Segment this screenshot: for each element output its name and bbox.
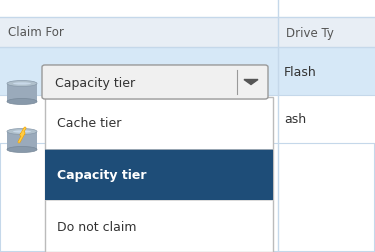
Text: Claim For: Claim For	[8, 26, 64, 39]
Text: Cache tier: Cache tier	[57, 117, 122, 130]
FancyBboxPatch shape	[0, 96, 375, 143]
Ellipse shape	[7, 99, 37, 105]
FancyBboxPatch shape	[0, 0, 375, 18]
Ellipse shape	[7, 147, 37, 153]
Text: Do not claim: Do not claim	[57, 220, 136, 233]
FancyBboxPatch shape	[7, 84, 37, 102]
FancyBboxPatch shape	[45, 149, 273, 201]
Ellipse shape	[13, 131, 31, 133]
FancyBboxPatch shape	[7, 132, 37, 150]
Text: Drive Ty: Drive Ty	[286, 26, 334, 39]
FancyBboxPatch shape	[0, 18, 375, 48]
FancyBboxPatch shape	[45, 98, 273, 252]
Text: Capacity tier: Capacity tier	[57, 168, 147, 181]
Ellipse shape	[13, 83, 31, 85]
Text: ash: ash	[284, 113, 306, 126]
Ellipse shape	[7, 129, 37, 135]
FancyBboxPatch shape	[0, 48, 375, 96]
Polygon shape	[244, 80, 258, 85]
Ellipse shape	[7, 81, 37, 87]
FancyBboxPatch shape	[42, 66, 268, 100]
Text: Flash: Flash	[284, 65, 317, 78]
Text: Capacity tier: Capacity tier	[55, 76, 135, 89]
